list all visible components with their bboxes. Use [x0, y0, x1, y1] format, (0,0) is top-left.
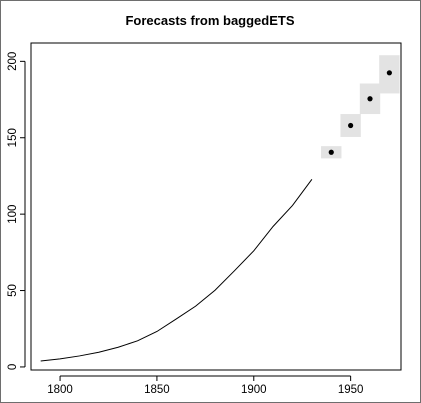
chart-title: Forecasts from baggedETS — [125, 13, 294, 28]
forecast-point-2 — [348, 122, 354, 129]
forecast-point-1 — [328, 149, 334, 155]
y-tick-label-50: 50 — [7, 284, 19, 297]
x-tick-label-1850: 1850 — [144, 384, 170, 396]
x-tick-label-1800: 1800 — [47, 384, 73, 396]
forecast-point-4 — [386, 70, 392, 76]
y-tick-label-150: 150 — [7, 128, 19, 147]
series-group — [40, 179, 313, 362]
y-tick-label-100: 100 — [7, 205, 19, 224]
forecast-point-3 — [367, 96, 373, 102]
forecast-intervals — [321, 55, 400, 159]
x-tick-label-1950: 1950 — [338, 384, 364, 396]
y-axis: 0 50 100 150 200 — [7, 52, 26, 370]
y-tick-label-0: 0 — [7, 364, 19, 370]
plot-area-border — [30, 42, 402, 371]
series-line-1 — [40, 179, 313, 362]
x-tick-label-1900: 1900 — [241, 384, 267, 396]
y-tick-label-200: 200 — [7, 52, 19, 71]
x-axis: 1800 1850 1900 1950 — [47, 375, 364, 396]
forecast-points — [328, 70, 392, 155]
